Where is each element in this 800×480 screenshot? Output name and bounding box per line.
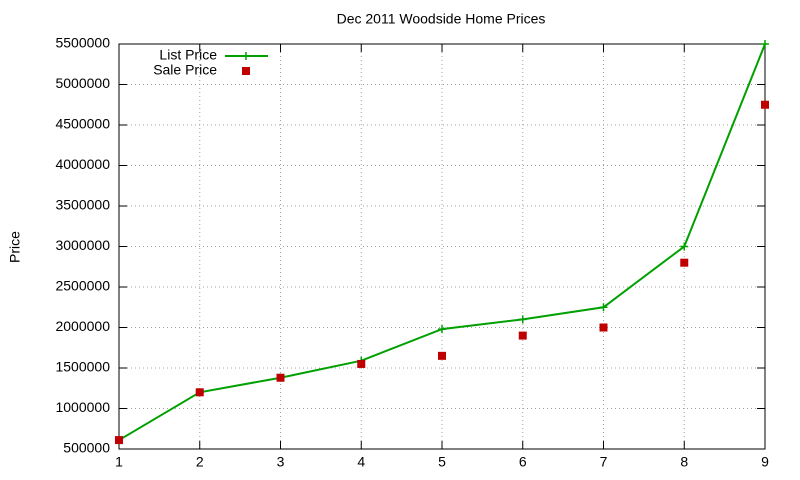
data-point — [115, 436, 123, 445]
data-point — [195, 388, 204, 397]
y-tick-label: 4000000 — [55, 156, 110, 172]
x-tick-label: 9 — [761, 454, 769, 470]
data-point — [761, 100, 769, 109]
y-tick-label: 4500000 — [55, 116, 110, 132]
y-tick-label: 5000000 — [55, 75, 110, 91]
data-point — [599, 303, 608, 312]
x-tick-label: 8 — [680, 454, 688, 470]
x-tick-label: 7 — [600, 454, 608, 470]
y-tick-label: 2500000 — [55, 278, 110, 294]
x-tick-label: 3 — [277, 454, 285, 470]
y-tick-label: 5500000 — [55, 35, 110, 51]
y-axis-label: Price — [7, 231, 23, 263]
data-point — [680, 258, 689, 267]
y-tick-label: 3000000 — [55, 237, 110, 253]
x-tick-label: 5 — [438, 454, 446, 470]
x-tick-label: 6 — [519, 454, 527, 470]
y-tick-label: 1000000 — [55, 399, 110, 415]
data-point — [357, 359, 366, 368]
chart-title: Dec 2011 Woodside Home Prices — [337, 11, 546, 27]
y-tick-label: 1500000 — [55, 359, 110, 375]
data-point — [276, 373, 285, 382]
legend-marker — [242, 67, 250, 75]
legend-label: List Price — [159, 47, 217, 63]
plot-border — [118, 43, 766, 450]
x-tick-label: 4 — [357, 454, 365, 470]
data-point — [518, 331, 527, 340]
legend-label: Sale Price — [153, 62, 217, 78]
data-point — [680, 242, 689, 251]
x-tick-label: 2 — [196, 454, 204, 470]
data-point — [438, 325, 446, 334]
y-tick-label: 500000 — [63, 440, 110, 456]
x-tick-label: 1 — [115, 454, 123, 470]
y-tick-label: 2000000 — [55, 318, 110, 334]
legend-marker — [242, 52, 250, 60]
data-point — [761, 40, 769, 48]
data-point — [518, 315, 527, 324]
data-point — [599, 323, 608, 332]
y-tick-label: 3500000 — [55, 197, 110, 213]
data-point — [438, 351, 446, 360]
